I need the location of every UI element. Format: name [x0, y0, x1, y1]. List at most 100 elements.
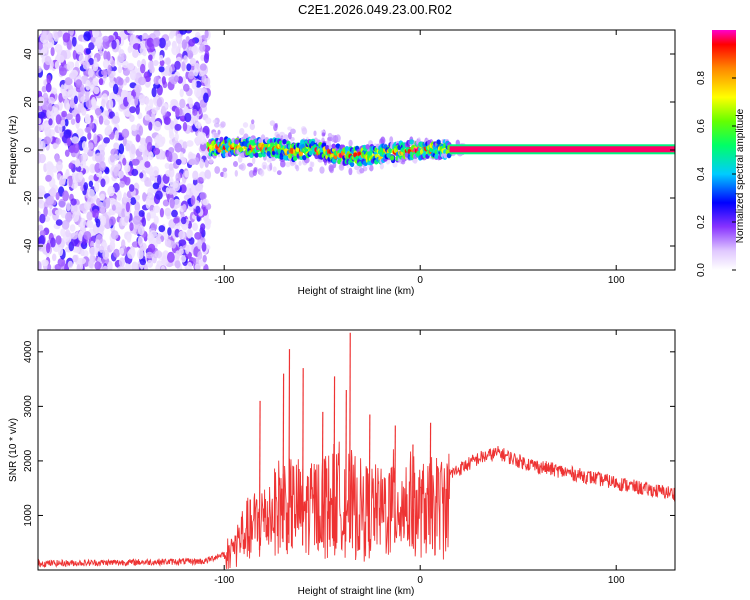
signal-cell: [446, 153, 452, 159]
noise-cell: [46, 109, 51, 118]
scatter-cell: [213, 122, 220, 128]
colorbar: 0.0 0.2 0.4 0.6 0.8 Normalized spectral ampl…: [696, 30, 746, 277]
noise-cell: [69, 72, 77, 80]
noise-cell: [84, 115, 92, 125]
noise-cell: [77, 103, 83, 112]
noise-cell: [142, 192, 147, 202]
noise-cell: [102, 35, 109, 42]
noise-cell: [65, 168, 70, 178]
noise-cell: [155, 190, 163, 200]
noise-cell: [151, 166, 160, 177]
noise-cell: [145, 114, 151, 121]
noise-cell: [60, 228, 66, 237]
noise-cell: [113, 142, 120, 150]
noise-cell: [73, 95, 78, 105]
noise-cell: [135, 104, 140, 115]
noise-cell: [93, 57, 98, 68]
noise-cell: [44, 55, 52, 66]
noise-cell: [153, 75, 161, 85]
noise-cell: [61, 110, 67, 118]
noise-cell: [195, 183, 203, 192]
noise-cell: [45, 174, 52, 182]
noise-cell: [65, 212, 73, 223]
spectrogram-y-tick-label: 40: [23, 48, 34, 60]
noise-cell: [118, 77, 124, 86]
noise-cell: [49, 187, 56, 198]
noise-cell: [127, 45, 133, 54]
noise-cell: [43, 206, 48, 217]
noise-cell: [131, 158, 140, 166]
noise-cell: [164, 162, 170, 169]
scatter-cell: [251, 156, 256, 165]
noise-cell: [113, 166, 120, 177]
noise-cell: [194, 263, 201, 270]
scatter-cell: [280, 160, 286, 168]
noise-cell: [127, 62, 135, 71]
noise-cell: [78, 171, 84, 181]
noise-cell: [95, 218, 101, 228]
noise-cell: [98, 161, 106, 172]
scatter-cell: [392, 161, 398, 168]
noise-cell: [55, 138, 61, 145]
noise-cell: [139, 43, 146, 55]
noise-cell: [71, 136, 79, 144]
noise-cell: [168, 163, 174, 171]
noise-cell: [38, 224, 44, 232]
noise-cell: [164, 207, 172, 217]
noise-cell: [74, 158, 81, 168]
noise-cell: [67, 89, 75, 99]
noise-cell: [56, 161, 63, 172]
snr-peak: [345, 389, 347, 542]
noise-cell: [178, 248, 184, 255]
snr-series: [38, 332, 675, 569]
noise-cell: [135, 194, 140, 201]
noise-cell: [139, 172, 144, 179]
noise-cell: [175, 33, 183, 44]
noise-cell: [127, 249, 135, 259]
noise-cell: [148, 168, 154, 177]
noise-cell: [144, 75, 151, 83]
scatter-cell: [273, 123, 278, 132]
noise-cell: [87, 148, 95, 157]
signal-cell: [300, 139, 305, 145]
noise-cell: [75, 113, 81, 124]
noise-cell: [173, 75, 179, 83]
spectrogram-x-tick-label: 0: [417, 275, 423, 286]
noise-cell: [92, 77, 99, 86]
noise-cell: [54, 263, 62, 270]
noise-cell: [85, 91, 90, 101]
noise-cell: [152, 37, 160, 48]
scatter-cell: [214, 166, 221, 174]
noise-cell: [88, 42, 95, 51]
scatter-cell: [247, 162, 253, 167]
noise-cell: [87, 188, 95, 199]
noise-cell: [112, 83, 119, 95]
noise-cell: [59, 67, 67, 76]
noise-cell: [102, 265, 109, 270]
noise-cell: [107, 260, 113, 270]
noise-cell: [173, 217, 180, 224]
snr-peak: [429, 422, 432, 545]
noise-cell: [151, 87, 157, 98]
noise-cell: [146, 212, 151, 222]
scatter-cell: [285, 161, 291, 168]
noise-cell: [146, 259, 154, 268]
noise-cell: [144, 180, 152, 187]
colorbar-label: Normalized spectral amplitude: [735, 108, 746, 243]
noise-cell: [145, 198, 151, 210]
signal-cell: [219, 136, 224, 142]
noise-cell: [199, 192, 207, 201]
noise-cell: [46, 195, 55, 205]
noise-cell: [148, 151, 154, 161]
scatter-cell: [205, 171, 212, 180]
noise-cell: [54, 44, 63, 53]
colorbar-tick-label: 0.0: [696, 263, 707, 277]
scatter-cell: [269, 162, 273, 171]
noise-cell: [94, 261, 102, 270]
snr-panel: -100 0 100 1000 2000 3000 4000 Height of strai…: [8, 329, 676, 597]
scatter-cell: [266, 157, 272, 163]
noise-cell: [130, 197, 137, 206]
noise-cell: [132, 215, 141, 225]
noise-cell: [102, 249, 110, 260]
snr-peak: [411, 444, 414, 544]
